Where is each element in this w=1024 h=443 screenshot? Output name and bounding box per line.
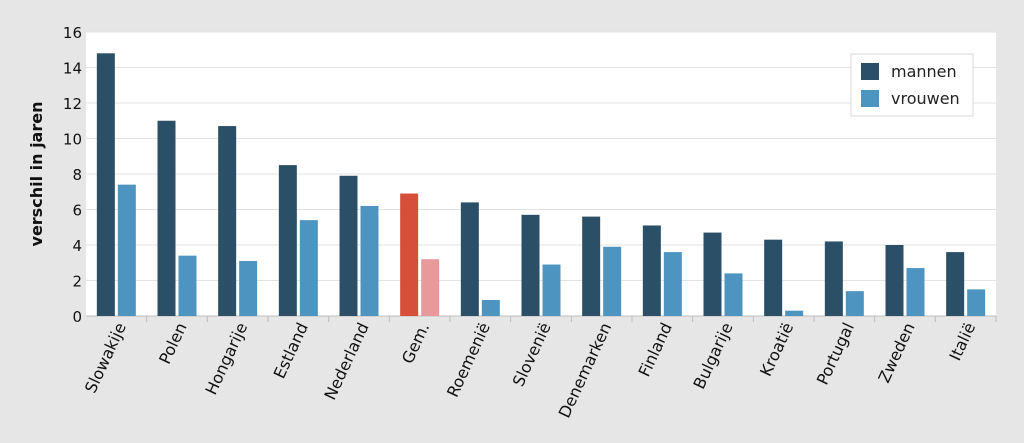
bar-mannen [96, 53, 115, 317]
bar-mannen [278, 165, 297, 316]
bar-mannen [339, 175, 358, 316]
bar-vrouwen [906, 268, 925, 316]
bar-mannen [946, 252, 965, 316]
y-tick-label: 2 [72, 273, 82, 291]
y-axis-label: verschil in jaren [27, 102, 46, 247]
x-tick-label: Finland [635, 320, 676, 380]
x-tick-label: Hongarije [201, 320, 251, 398]
x-tick-label: Slovenië [509, 320, 555, 390]
bar-mannen [703, 232, 722, 316]
x-tick-label: Denemarken [555, 320, 616, 421]
bar-vrouwen [178, 255, 197, 316]
x-tick-label: Slowakije [81, 320, 130, 396]
x-tick-label: Kroatië [756, 320, 797, 380]
legend-label-vrouwen: vrouwen [891, 89, 960, 108]
y-tick-label: 14 [63, 60, 82, 78]
legend: mannen vrouwen [850, 53, 974, 117]
bar-mannen [824, 241, 843, 316]
bar-mannen [157, 120, 176, 316]
legend-swatch-mannen [861, 63, 879, 80]
x-tick-label: Zweden [874, 320, 918, 386]
bar-vrouwen [360, 205, 379, 316]
x-tick-label: Nederland [320, 320, 372, 403]
y-tick-label: 10 [63, 131, 82, 149]
bars [96, 53, 986, 317]
bar-vrouwen [724, 273, 743, 316]
bar-mannen [400, 193, 419, 316]
bar-vrouwen [845, 291, 864, 316]
bar-vrouwen [542, 264, 561, 316]
bar-mannen [885, 245, 904, 316]
bar-vrouwen [421, 259, 440, 316]
bar-mannen [642, 225, 661, 316]
legend-label-mannen: mannen [891, 62, 957, 81]
x-tick-label: Estland [270, 320, 312, 382]
bar-vrouwen [299, 220, 318, 316]
y-tick-label: 6 [72, 202, 82, 220]
bar-vrouwen [967, 289, 986, 316]
bar-vrouwen [603, 246, 622, 316]
y-tick-label: 16 [63, 24, 82, 42]
x-tick-label: Gem. [398, 320, 433, 367]
bar-vrouwen [481, 300, 500, 316]
bar-mannen [764, 239, 783, 316]
x-tick-label: Polen [155, 320, 191, 367]
x-tick-label: Roemenië [443, 320, 494, 400]
grid [86, 31, 996, 317]
bar-vrouwen [239, 260, 258, 316]
y-axis-ticks: 0 2 4 6 8 10 12 14 16 [63, 24, 82, 326]
bar-mannen [218, 126, 237, 316]
bar-mannen [460, 202, 479, 316]
legend-swatch-vrouwen [861, 90, 879, 107]
bar-vrouwen [785, 310, 804, 316]
y-tick-label: 4 [72, 237, 82, 255]
y-tick-label: 0 [72, 308, 82, 326]
y-tick-label: 12 [63, 95, 82, 113]
x-tick-label: Italië [945, 320, 979, 364]
x-axis-labels: Slowakije Polen Hongarije Estland Nederland G… [81, 316, 997, 421]
bar-vrouwen [663, 252, 682, 316]
bar-mannen [521, 214, 540, 316]
bar-vrouwen [117, 184, 136, 316]
x-tick-label: Portugal [813, 320, 858, 388]
bar-mannen [582, 216, 601, 316]
y-tick-label: 8 [72, 166, 82, 184]
x-tick-label: Bulgarije [689, 320, 736, 392]
